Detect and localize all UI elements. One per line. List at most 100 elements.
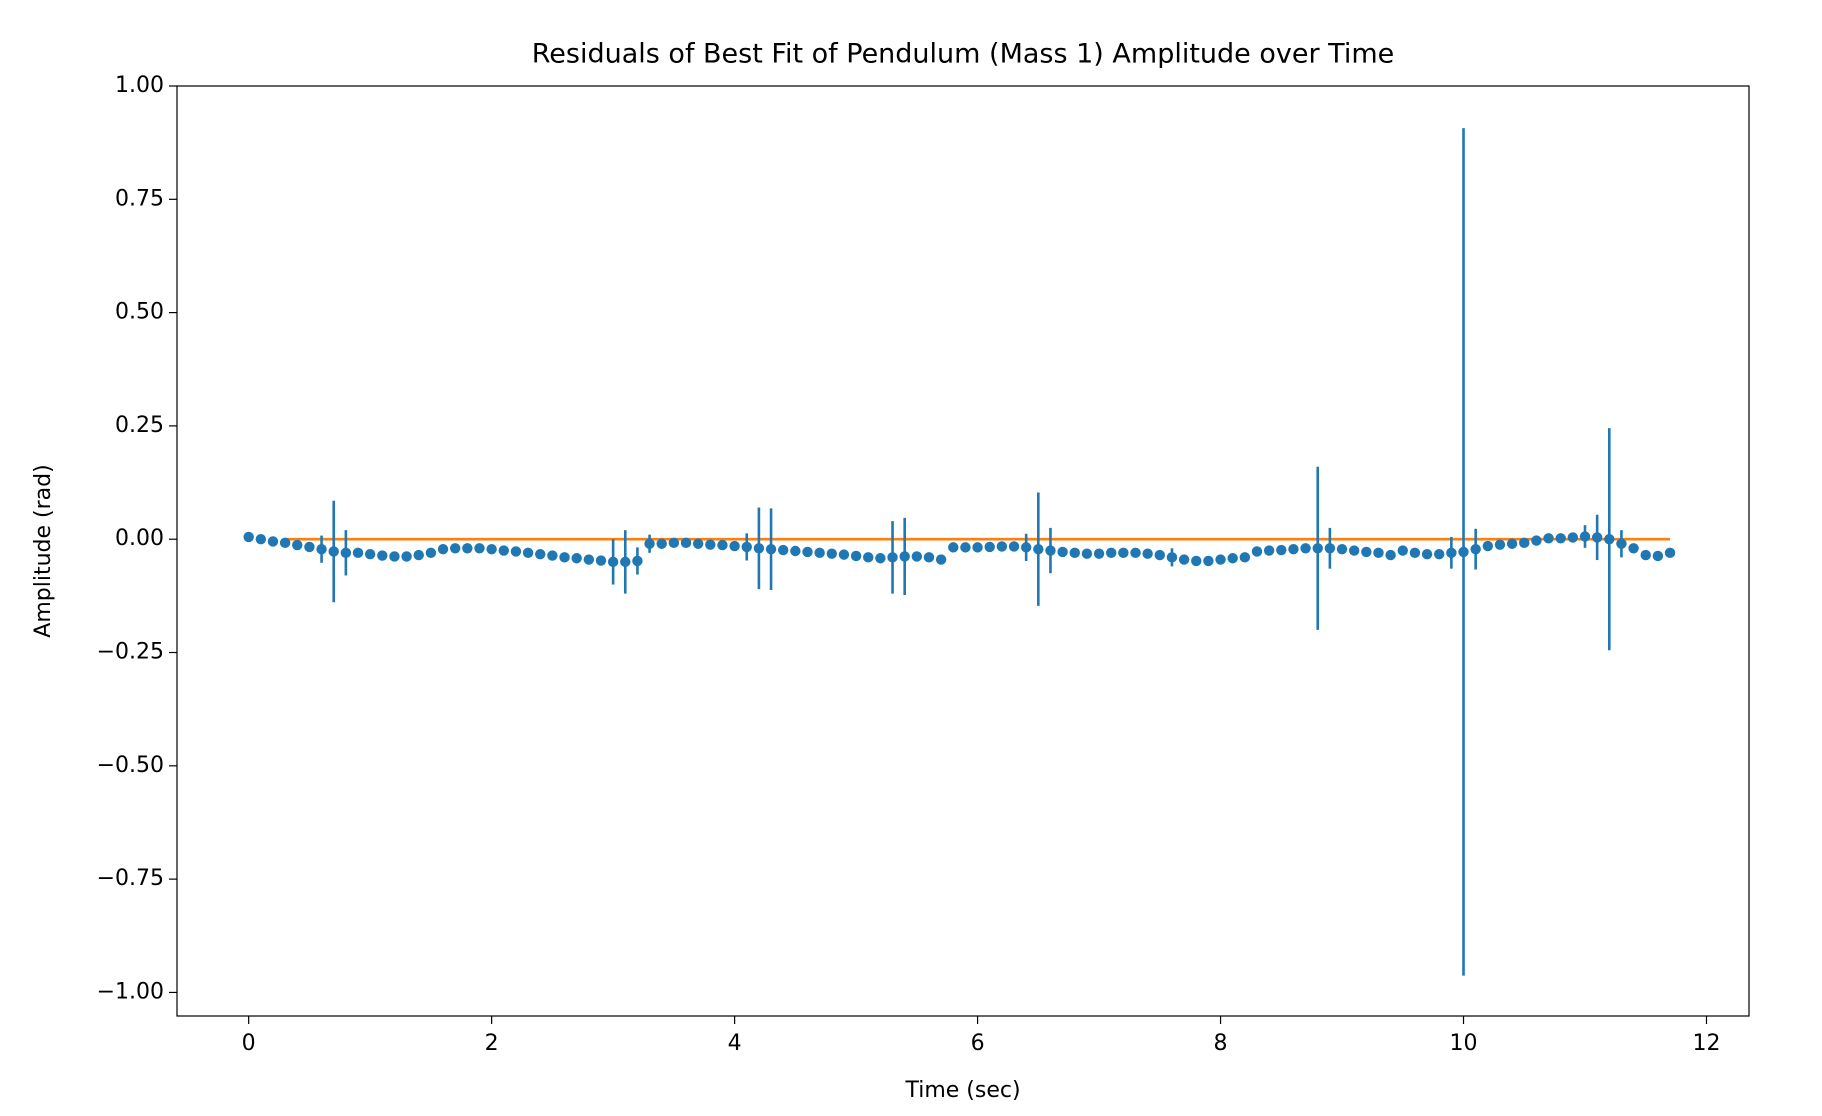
data-point <box>1543 533 1554 544</box>
plot-frame <box>176 85 1750 1017</box>
data-point <box>765 543 777 555</box>
data-point <box>449 543 461 554</box>
data-point <box>1106 547 1117 559</box>
data-point <box>899 551 910 562</box>
data-point <box>620 556 631 568</box>
chart-title: Residuals of Best Fit of Pendulum (Mass … <box>532 39 1394 70</box>
data-point <box>243 531 254 543</box>
data-point <box>1118 547 1129 559</box>
y-tick-label: −0.75 <box>97 866 164 891</box>
data-point <box>364 548 376 560</box>
data-point <box>1555 533 1566 544</box>
data-point <box>462 543 473 554</box>
x-tick-label: 8 <box>1214 1031 1228 1056</box>
data-point <box>838 549 850 560</box>
data-point <box>377 550 388 561</box>
y-tick-label: 0.50 <box>115 300 164 325</box>
data-point <box>1519 537 1530 549</box>
y-tick-label: −1.00 <box>97 979 164 1004</box>
data-point <box>1069 547 1080 559</box>
y-axis-label: Amplitude (rad) <box>31 464 56 637</box>
data-point <box>401 551 412 562</box>
data-point <box>413 549 424 561</box>
data-point <box>972 542 983 553</box>
data-point <box>1312 543 1323 554</box>
data-point <box>1300 543 1311 554</box>
data-point <box>1008 541 1020 552</box>
data-point <box>644 538 655 549</box>
data-point <box>340 547 352 559</box>
data-point <box>1409 547 1421 559</box>
data-point <box>510 546 522 557</box>
data-point <box>1020 542 1032 553</box>
data-point <box>996 541 1008 552</box>
data-point <box>547 550 558 561</box>
data-point <box>1203 555 1214 567</box>
data-point <box>595 555 607 566</box>
data-point <box>1385 549 1396 561</box>
x-tick-label: 12 <box>1692 1031 1720 1056</box>
data-point <box>1628 543 1639 554</box>
data-point <box>1093 548 1105 559</box>
data-point <box>316 543 327 555</box>
data-point <box>911 551 923 562</box>
data-point <box>1251 546 1263 557</box>
data-point <box>632 555 643 567</box>
y-tick-label: −0.25 <box>97 640 164 665</box>
data-point <box>1057 546 1068 558</box>
data-point <box>1288 543 1299 555</box>
data-point <box>1652 550 1664 562</box>
x-tick-label: 2 <box>485 1031 499 1056</box>
data-point <box>1434 548 1445 560</box>
data-point <box>1494 539 1506 550</box>
data-point <box>1664 547 1676 559</box>
y-tick-label: 0.75 <box>115 186 164 211</box>
data-point <box>255 534 267 545</box>
data-point <box>437 543 449 555</box>
data-point <box>680 537 692 549</box>
x-tick-label: 4 <box>728 1031 742 1056</box>
data-point <box>1045 545 1056 556</box>
data-point <box>474 543 485 554</box>
data-point <box>1531 535 1542 546</box>
data-point <box>1482 540 1494 552</box>
data-point <box>1458 546 1469 558</box>
data-point <box>328 546 339 557</box>
data-point <box>692 538 704 549</box>
data-point <box>1373 547 1384 559</box>
x-axis-label: Time (sec) <box>904 1078 1020 1103</box>
data-point <box>717 539 728 551</box>
data-point <box>863 552 874 563</box>
y-tick-label: 1.00 <box>115 73 164 98</box>
data-point <box>826 548 837 559</box>
data-point <box>1397 545 1408 556</box>
data-point <box>790 545 801 557</box>
data-point <box>571 553 582 564</box>
data-point <box>850 550 862 562</box>
data-point <box>352 547 364 559</box>
data-point <box>668 537 680 549</box>
data-point <box>1361 546 1372 558</box>
data-point <box>1276 544 1287 556</box>
data-point <box>814 547 825 559</box>
data-point <box>1239 552 1251 563</box>
x-tick-label: 6 <box>971 1031 985 1056</box>
x-tick-label: 10 <box>1450 1031 1478 1056</box>
data-point <box>1166 552 1178 563</box>
data-point <box>535 548 546 560</box>
data-point <box>1081 548 1093 559</box>
data-point <box>656 538 667 549</box>
data-point <box>984 541 995 553</box>
data-point <box>279 537 291 549</box>
y-tick-label: 0.25 <box>115 413 164 438</box>
data-point <box>1263 545 1275 556</box>
data-point <box>607 556 619 568</box>
data-point <box>1579 531 1591 542</box>
data-point <box>498 545 509 556</box>
x-tick-label: 0 <box>242 1031 256 1056</box>
data-point <box>778 544 789 556</box>
data-point <box>1421 548 1433 560</box>
data-point <box>802 546 813 558</box>
